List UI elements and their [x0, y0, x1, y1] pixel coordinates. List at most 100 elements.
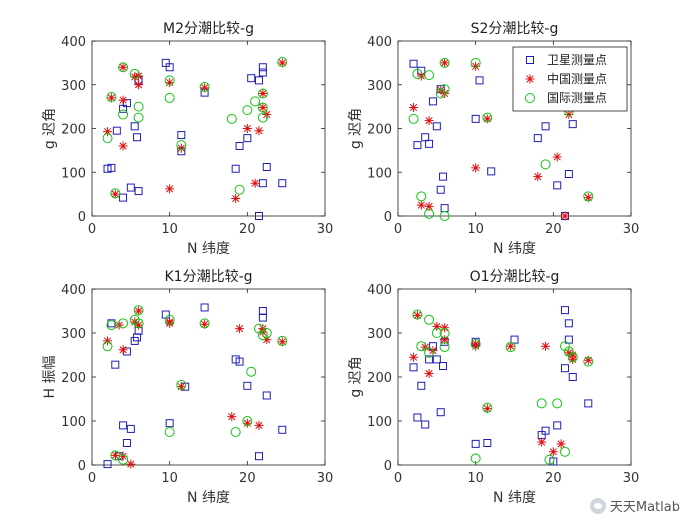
data-point-asterisk	[471, 61, 481, 71]
chart-title: K1分潮比较-g	[164, 269, 252, 285]
data-point-asterisk	[110, 189, 120, 199]
y-tick-label: 300	[61, 327, 86, 342]
data-point-circle	[242, 105, 253, 116]
data-point-circle	[257, 102, 268, 113]
data-point-asterisk	[506, 341, 516, 351]
data-point-square	[243, 134, 252, 143]
data-point-square	[564, 319, 573, 328]
data-point-circle	[424, 70, 435, 81]
data-point-circle	[164, 314, 175, 325]
y-tick-label: 400	[367, 35, 392, 50]
data-point-circle	[583, 191, 594, 202]
data-point-asterisk	[568, 354, 578, 364]
data-point-square	[254, 212, 263, 220]
data-point-square	[510, 335, 519, 344]
x-tick-label: 20	[239, 222, 256, 237]
data-point-circle	[129, 68, 140, 79]
y-tick-label: 200	[61, 371, 86, 386]
data-point-square	[119, 421, 128, 430]
y-tick-label: 200	[61, 123, 86, 138]
data-point-square	[432, 355, 441, 364]
y-tick-label: 100	[61, 415, 86, 430]
data-point-asterisk	[556, 439, 566, 449]
data-point-asterisk	[254, 420, 264, 430]
data-point-circle	[102, 133, 113, 144]
data-point-circle	[118, 318, 129, 329]
data-point-asterisk	[409, 103, 419, 112]
data-point-asterisk	[262, 335, 272, 345]
data-point-square	[254, 76, 263, 85]
data-point-square	[533, 134, 542, 143]
data-point-square	[568, 120, 577, 129]
data-point-circle	[234, 184, 245, 195]
data-point-circle	[110, 188, 121, 199]
x-tick-label: 10	[467, 471, 484, 486]
data-point-circle	[176, 379, 187, 390]
data-point-square	[409, 363, 418, 372]
y-axis-label: g 迟角	[348, 108, 364, 149]
legend-entry: 中国测量点	[547, 71, 607, 86]
data-point-asterisk	[254, 126, 264, 136]
data-point-asterisk	[416, 200, 426, 210]
data-point-circle	[431, 328, 442, 338]
data-point-circle	[118, 454, 129, 465]
data-point-circle	[246, 366, 257, 377]
data-point-asterisk	[165, 184, 175, 194]
series-circle	[412, 309, 594, 465]
chart-title: O1分潮比较-g	[470, 269, 560, 285]
data-point-square	[165, 63, 174, 72]
data-point-square	[560, 306, 569, 315]
data-point-asterisk	[227, 412, 237, 422]
data-point-asterisk	[258, 103, 268, 112]
series-square	[103, 58, 287, 220]
data-point-circle	[261, 328, 272, 338]
data-point-square	[243, 381, 252, 390]
data-point-square	[417, 381, 426, 390]
data-point-circle	[470, 453, 481, 464]
data-point-square	[564, 170, 573, 178]
data-point-circle	[106, 92, 117, 102]
x-tick-label: 10	[467, 222, 484, 237]
data-point-square	[258, 68, 267, 77]
data-point-square	[475, 76, 484, 85]
data-point-square	[133, 133, 142, 142]
data-point-circle	[567, 352, 578, 363]
data-point-asterisk	[277, 337, 287, 347]
y-tick-label: 400	[61, 35, 86, 50]
data-point-asterisk	[420, 342, 430, 352]
data-point-square	[541, 122, 550, 131]
data-point-circle	[439, 211, 450, 221]
y-tick-label: 300	[61, 79, 86, 94]
x-tick-label: 30	[317, 222, 334, 237]
y-tick-label: 400	[367, 283, 392, 298]
data-point-asterisk	[258, 327, 268, 337]
data-point-asterisk	[176, 382, 186, 392]
data-point-circle	[536, 398, 547, 409]
data-point-asterisk	[130, 72, 140, 82]
x-tick-label: 30	[317, 471, 334, 486]
y-axis-label: g 迟角	[348, 356, 364, 397]
data-point-square	[278, 425, 287, 434]
data-point-square	[584, 399, 593, 408]
series-square	[409, 306, 593, 466]
y-axis-label: H 振幅	[42, 356, 58, 399]
x-tick-label: 10	[161, 471, 178, 486]
series-circle	[102, 57, 288, 199]
data-point-asterisk	[583, 355, 593, 365]
data-point-asterisk	[537, 437, 547, 447]
data-point-square	[254, 452, 263, 461]
x-tick-label: 20	[545, 471, 562, 486]
data-point-circle	[424, 347, 435, 358]
data-point-square	[560, 364, 569, 373]
chart-title: M2分潮比较-g	[163, 21, 254, 37]
data-point-asterisk	[564, 348, 574, 358]
data-point-circle	[505, 342, 516, 353]
data-point-asterisk	[165, 318, 175, 328]
data-point-circle	[164, 427, 175, 437]
y-tick-label: 200	[367, 371, 392, 386]
data-point-circle	[563, 346, 574, 357]
data-point-asterisk	[552, 152, 562, 162]
